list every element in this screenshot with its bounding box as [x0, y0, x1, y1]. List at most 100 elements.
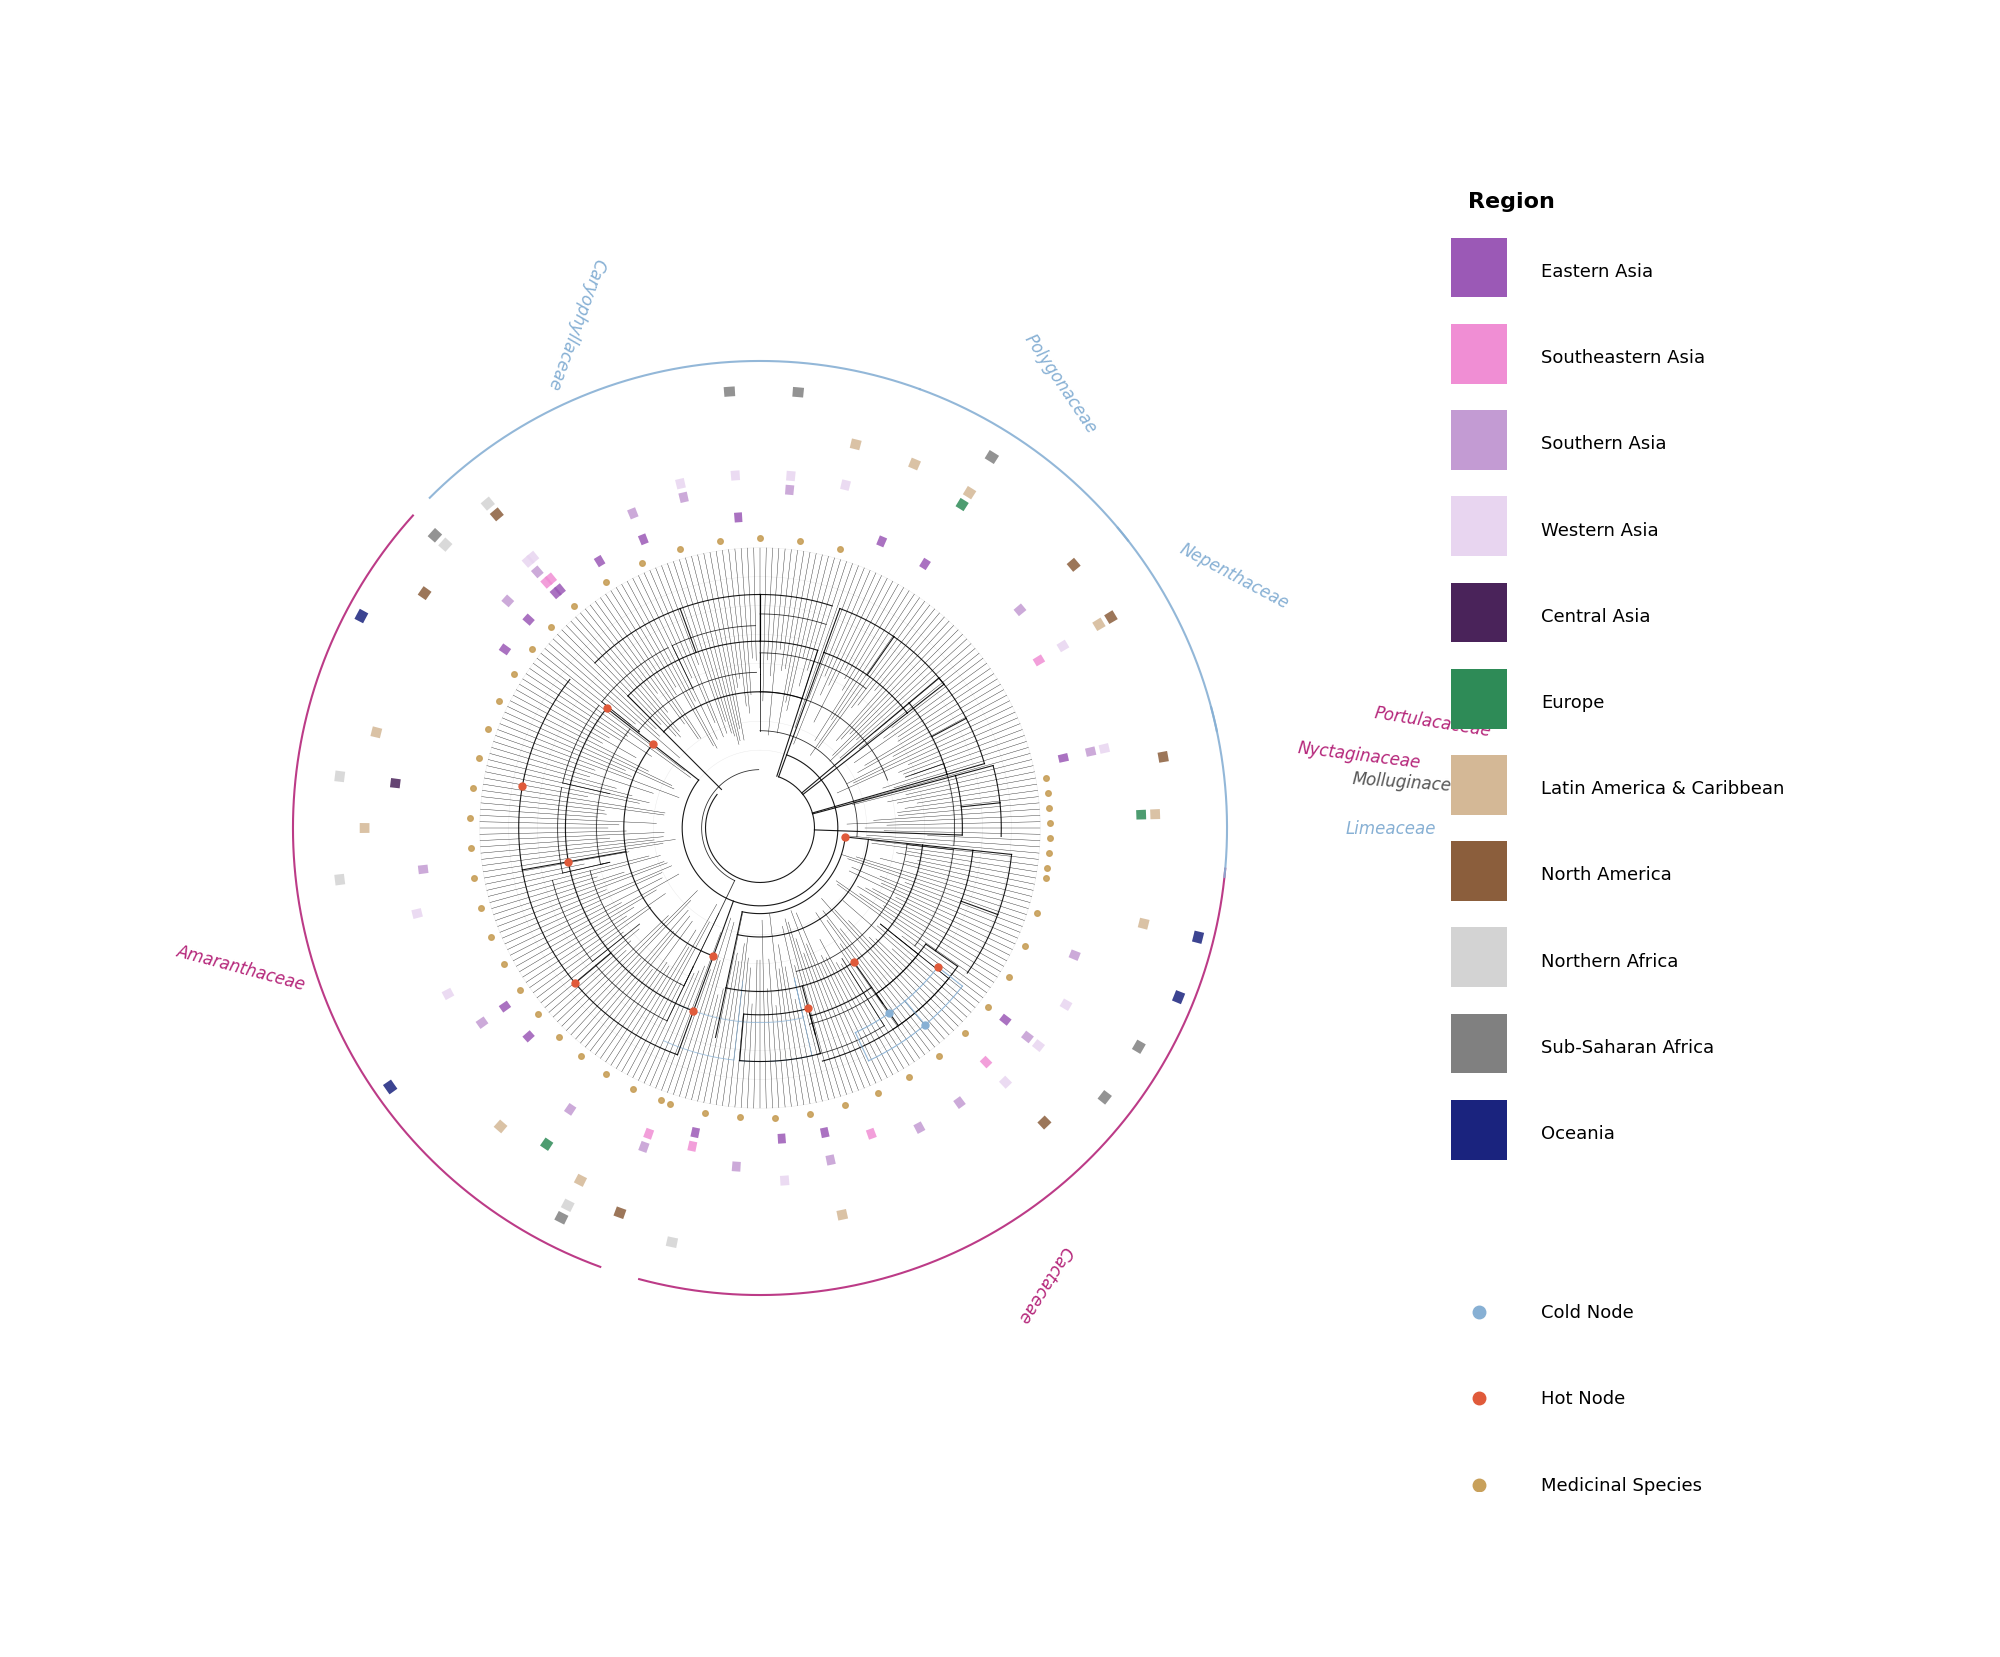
Text: Cold Node: Cold Node [1540, 1304, 1634, 1321]
Bar [498, 1001, 512, 1012]
Bar [734, 514, 742, 524]
Bar [688, 1142, 698, 1152]
Bar [690, 1127, 700, 1138]
Bar [438, 539, 452, 552]
Bar [1058, 754, 1068, 764]
Bar [998, 1075, 1012, 1089]
Bar [480, 497, 494, 512]
Bar [954, 1097, 966, 1109]
Text: Eastern Asia: Eastern Asia [1540, 263, 1652, 280]
Bar [1014, 605, 1026, 616]
Text: Amaranthaceae: Amaranthaceae [174, 941, 308, 993]
Bar [544, 573, 558, 585]
Bar [560, 1198, 574, 1213]
Bar [638, 1142, 650, 1153]
Bar [1452, 583, 1508, 643]
Bar [780, 1175, 790, 1186]
Bar [962, 487, 976, 500]
Bar [826, 1155, 836, 1167]
Bar [498, 645, 512, 656]
Bar [502, 595, 514, 608]
Bar [786, 472, 796, 482]
Text: North America: North America [1540, 867, 1672, 883]
Bar [678, 492, 688, 504]
Bar [866, 1128, 876, 1140]
Bar [666, 1236, 678, 1248]
Text: Hot Node: Hot Node [1540, 1390, 1626, 1407]
Bar [530, 567, 544, 578]
Bar [1452, 411, 1508, 471]
Bar [334, 875, 346, 886]
Bar [1084, 747, 1096, 757]
Bar [382, 1080, 398, 1095]
Text: Europe: Europe [1540, 694, 1604, 711]
Bar [1136, 810, 1146, 820]
Bar [792, 388, 804, 398]
Bar [614, 1206, 626, 1220]
Bar [1066, 558, 1080, 573]
Bar [914, 1122, 926, 1135]
Text: Nepenthaceae: Nepenthaceae [1176, 540, 1292, 613]
Bar [876, 537, 888, 548]
Bar [732, 1162, 740, 1171]
Bar [1452, 1014, 1508, 1074]
Text: Southern Asia: Southern Asia [1540, 436, 1666, 452]
Bar [494, 1120, 508, 1133]
Bar [390, 779, 400, 789]
Bar [1452, 1100, 1508, 1160]
Bar [840, 481, 852, 492]
Bar [1056, 640, 1070, 653]
Text: Medicinal Species: Medicinal Species [1540, 1476, 1702, 1493]
Bar [476, 1017, 488, 1029]
Bar [526, 552, 540, 565]
Text: Sub-Saharan Africa: Sub-Saharan Africa [1540, 1039, 1714, 1056]
Bar [1098, 744, 1110, 754]
Bar [1032, 1039, 1046, 1052]
Bar [1158, 752, 1168, 764]
Bar [778, 1133, 786, 1143]
Bar [1452, 669, 1508, 729]
Text: Portulacaceae: Portulacaceae [1372, 704, 1492, 741]
Bar [676, 479, 686, 490]
Bar [1092, 618, 1106, 631]
Bar [554, 583, 566, 597]
Text: Molluginaceae: Molluginaceae [1352, 771, 1472, 795]
Bar [724, 388, 736, 398]
Bar [412, 908, 422, 920]
Bar [1192, 931, 1204, 944]
Bar [1060, 999, 1072, 1011]
Text: Region: Region [1468, 192, 1554, 212]
Bar [980, 1056, 992, 1069]
Text: Nyctaginaceae: Nyctaginaceae [1296, 739, 1422, 772]
Bar [418, 587, 432, 601]
Bar [820, 1127, 830, 1138]
Bar [1150, 810, 1160, 820]
Bar [1172, 991, 1186, 1004]
Text: Polygonaceae: Polygonaceae [1020, 330, 1100, 436]
Bar [1452, 239, 1508, 298]
Text: Northern Africa: Northern Africa [1540, 953, 1678, 969]
Bar [1452, 842, 1508, 901]
Bar [360, 824, 370, 833]
Text: Caryophyllaceae: Caryophyllaceae [544, 255, 608, 393]
Bar [418, 865, 428, 875]
Bar [628, 509, 638, 520]
Bar [554, 1211, 568, 1225]
Bar [550, 588, 562, 600]
Bar [522, 555, 534, 568]
Bar [908, 459, 920, 471]
Text: Western Asia: Western Asia [1540, 522, 1658, 539]
Bar [784, 486, 794, 495]
Bar [1132, 1041, 1146, 1054]
Bar [564, 1104, 576, 1117]
Text: Latin America & Caribbean: Latin America & Caribbean [1540, 780, 1784, 797]
Text: Cactaceae: Cactaceae [1014, 1241, 1076, 1326]
Bar [574, 1175, 588, 1186]
Bar [334, 771, 346, 782]
Bar [428, 529, 442, 543]
Bar [644, 1128, 654, 1140]
Bar [850, 439, 862, 451]
Bar [1452, 928, 1508, 988]
Bar [956, 499, 968, 512]
Bar [638, 534, 648, 545]
